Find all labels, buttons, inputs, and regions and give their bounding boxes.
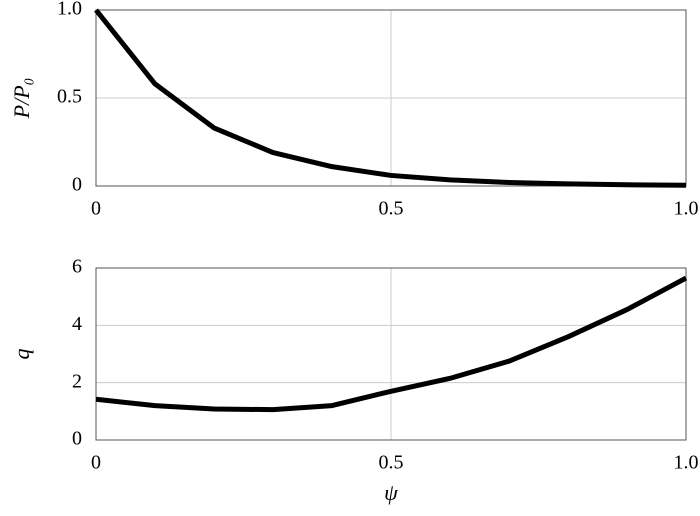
y-axis-label: q (9, 349, 34, 360)
y-tick-label: 0 (72, 174, 82, 196)
x-tick-label: 0.5 (379, 198, 404, 220)
y-tick-label: 1.0 (57, 0, 82, 20)
y-tick-label: 2 (72, 370, 82, 392)
x-tick-label: 1.0 (674, 198, 699, 220)
y-tick-label: 6 (72, 256, 82, 278)
data-line (94, 8, 687, 188)
plot-frame (95, 9, 687, 187)
x-tick-label: 0 (91, 198, 101, 220)
y-tick-label: 4 (72, 313, 82, 335)
x-tick-label: 0.5 (379, 452, 404, 474)
y-tick-label: 0.5 (57, 86, 82, 108)
x-tick-label: 1.0 (674, 452, 699, 474)
x-tick-label: 0 (91, 452, 101, 474)
data-line (95, 275, 688, 413)
x-axis-label: ψ (384, 480, 398, 505)
y-tick-label: 0 (72, 428, 82, 450)
plot-frame (95, 267, 687, 441)
y-axis-label: P/P₀ (9, 78, 34, 120)
